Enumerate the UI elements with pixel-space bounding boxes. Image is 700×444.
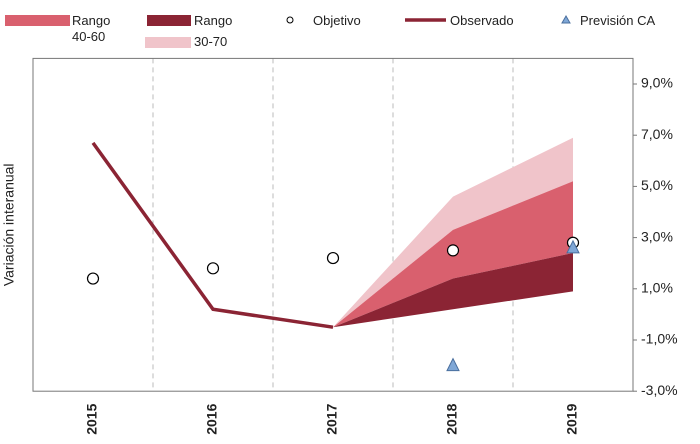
forecast-point [566, 239, 580, 254]
x-tick-label: 2015 [84, 403, 100, 434]
forecast-point [446, 357, 460, 372]
x-tick-label: 2016 [204, 403, 220, 434]
y-tick-label: -1,0% [641, 331, 678, 347]
y-tick-label: 9,0% [641, 75, 673, 91]
objective-point [446, 244, 460, 257]
legend-label: Rango [194, 13, 233, 28]
y-tick-label: 7,0% [641, 126, 673, 142]
y-tick-label: -3,0% [641, 382, 678, 398]
legend-swatch [286, 16, 294, 24]
objective-point [326, 251, 340, 265]
legend-label: Observado [450, 13, 514, 28]
legend-label: Rango 40-60 [72, 13, 111, 44]
legend-swatch [145, 37, 191, 48]
x-tick-label: 2019 [564, 403, 580, 434]
legend-swatch [561, 14, 571, 24]
legend-label: 30-70 [194, 34, 228, 49]
plot-frame [32, 57, 634, 392]
legend-swatch [5, 15, 70, 26]
y-tick-label: 1,0% [641, 280, 673, 296]
legend-label: Previsión CA [580, 13, 656, 28]
objective-point [206, 262, 220, 275]
objective-point [86, 272, 100, 285]
x-tick-label: 2018 [444, 403, 460, 434]
fan-band [333, 137, 573, 328]
legend-swatch [147, 15, 191, 26]
legend-label: Objetivo [313, 13, 361, 28]
x-tick-label: 2017 [324, 403, 340, 434]
y-axis-label: Variación interanual [1, 163, 17, 286]
y-tick-label: 5,0% [641, 177, 673, 193]
observed-line [91, 141, 334, 329]
fan-band [333, 252, 573, 328]
y-tick-label: 3,0% [641, 228, 673, 244]
